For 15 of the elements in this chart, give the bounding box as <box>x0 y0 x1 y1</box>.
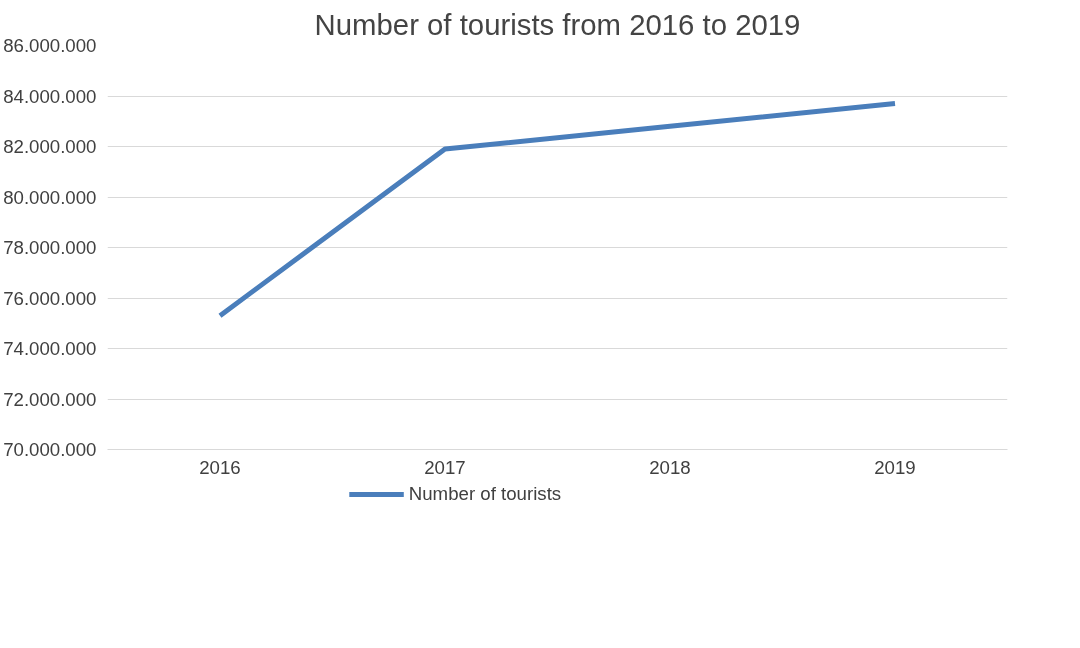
y-tick-label: 82.000.000 <box>3 136 97 157</box>
y-tick-label: 84.000.000 <box>3 85 97 107</box>
chart-title: Number of tourists from 2016 to 2019 <box>314 7 801 41</box>
legend-label: Number of tourists <box>408 482 562 505</box>
y-tick-label: 70.000.000 <box>3 439 97 460</box>
y-tick-label: 74.000.000 <box>3 338 97 359</box>
y-tick-label: 78.000.000 <box>3 237 97 258</box>
x-tick-label: 2016 <box>199 456 241 478</box>
x-tick-label: 2018 <box>649 456 691 478</box>
y-tick-label: 80.000.000 <box>3 186 97 208</box>
x-tick-label: 2019 <box>874 456 916 478</box>
y-tick-label: 86.000.000 <box>3 35 97 56</box>
x-tick-label: 2017 <box>424 456 466 478</box>
y-tick-label: 76.000.000 <box>3 287 97 309</box>
y-tick-label: 72.000.000 <box>3 388 97 410</box>
